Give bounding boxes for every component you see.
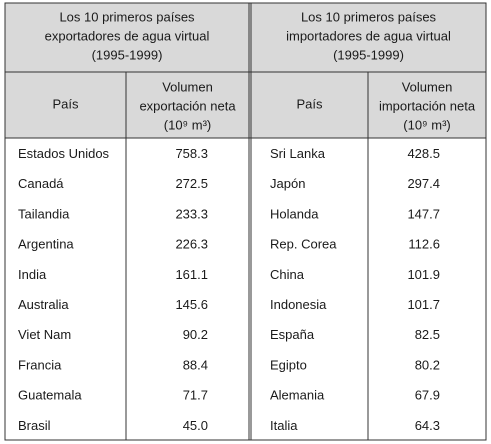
country-cell: Alemania (270, 388, 325, 403)
header-background (5, 3, 486, 138)
value-cell: 67.9 (415, 388, 440, 403)
country-cell: Japón (270, 176, 305, 191)
country-cell: India (18, 267, 47, 282)
value-cell: 145.6 (175, 297, 208, 312)
country-cell: Australia (18, 297, 69, 312)
column-header: Volumen (402, 79, 453, 94)
section-title: Los 10 primeros países (59, 9, 195, 24)
value-cell: 90.2 (183, 327, 208, 342)
value-cell: 161.1 (175, 267, 208, 282)
value-cell: 88.4 (183, 357, 208, 372)
section-title: (1995-1999) (92, 47, 163, 62)
value-cell: 71.7 (183, 388, 208, 403)
country-cell: Tailandia (18, 206, 70, 221)
value-cell: 80.2 (415, 357, 440, 372)
value-cell: 45.0 (183, 418, 208, 433)
section-title: (1995-1999) (333, 47, 404, 62)
country-cell: Rep. Corea (270, 237, 337, 252)
country-cell: Argentina (18, 237, 74, 252)
value-cell: 147.7 (407, 206, 440, 221)
column-header: exportación neta (139, 98, 236, 113)
country-cell: Italia (270, 418, 298, 433)
country-cell: Egipto (270, 357, 307, 372)
table-border (4, 2, 487, 441)
section-title: exportadores de agua virtual (45, 28, 210, 43)
column-header: importación neta (379, 98, 476, 113)
country-cell: Sri Lanka (270, 146, 326, 161)
value-cell: 226.3 (175, 237, 208, 252)
value-cell: 272.5 (175, 176, 208, 191)
section-title: Los 10 primeros países (301, 9, 437, 24)
section-title: importadores de agua virtual (286, 28, 451, 43)
column-header: País (296, 96, 323, 111)
country-cell: Indonesia (270, 297, 327, 312)
country-cell: Viet Nam (18, 327, 71, 342)
column-header: (10⁹ m³) (164, 117, 211, 132)
country-cell: Canadá (18, 176, 64, 191)
country-cell: Holanda (270, 206, 319, 221)
country-cell: Brasil (18, 418, 51, 433)
value-cell: 233.3 (175, 206, 208, 221)
value-cell: 297.4 (407, 176, 440, 191)
value-cell: 64.3 (415, 418, 440, 433)
value-cell: 428.5 (407, 146, 440, 161)
country-cell: España (270, 327, 315, 342)
column-header: País (52, 96, 79, 111)
country-cell: China (270, 267, 305, 282)
country-cell: Guatemala (18, 388, 82, 403)
column-header: Volumen (162, 79, 213, 94)
value-cell: 101.7 (407, 297, 440, 312)
value-cell: 82.5 (415, 327, 440, 342)
country-cell: Estados Unidos (18, 146, 110, 161)
column-header: (10⁹ m³) (403, 117, 450, 132)
country-cell: Francia (18, 357, 62, 372)
value-cell: 112.6 (408, 237, 440, 252)
value-cell: 101.9 (407, 267, 440, 282)
value-cell: 758.3 (175, 146, 208, 161)
